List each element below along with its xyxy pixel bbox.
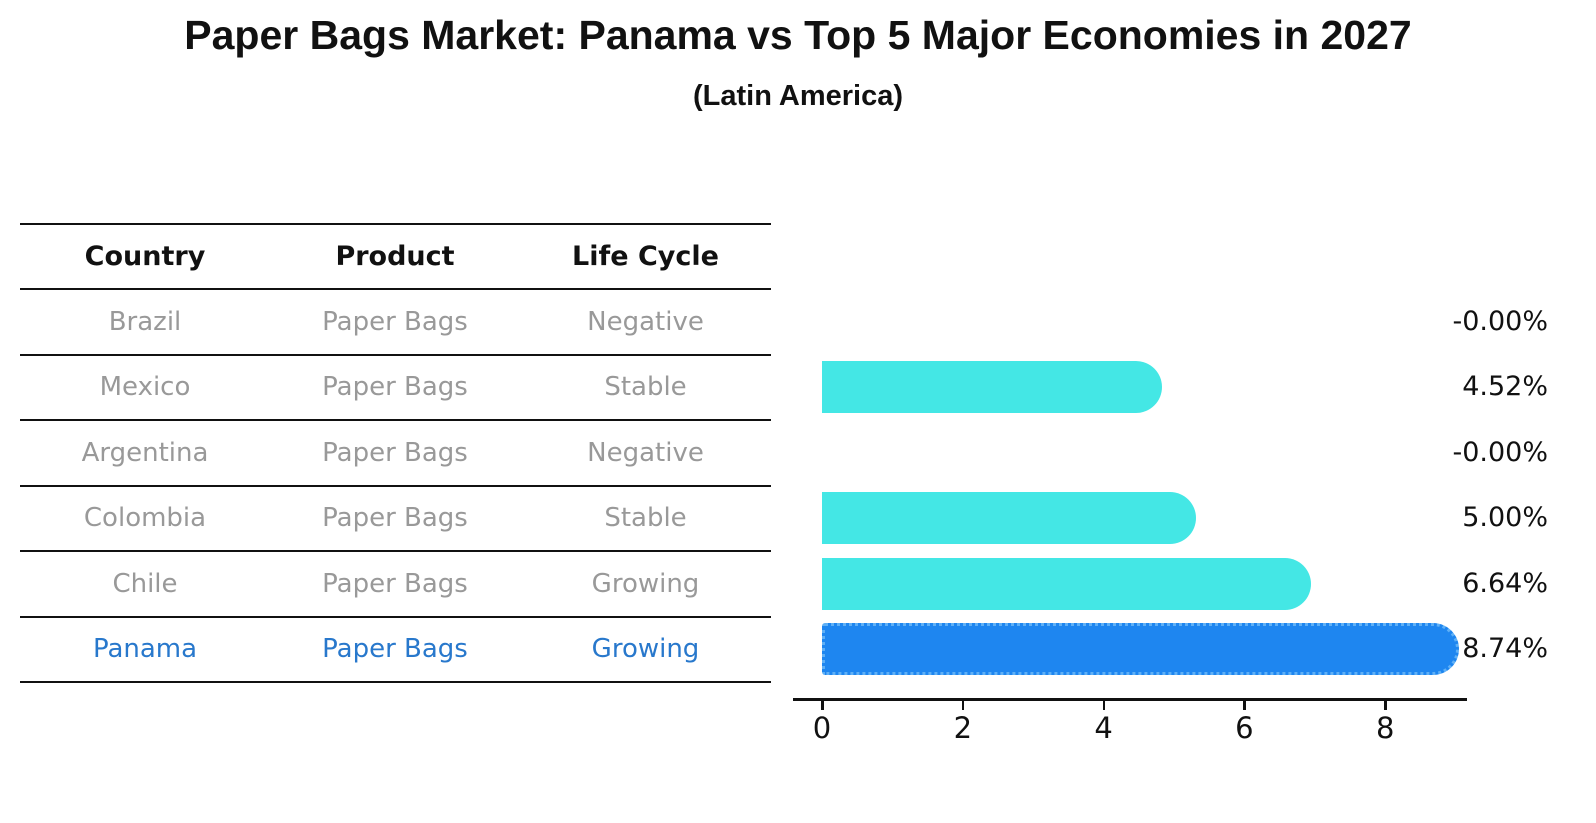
cell-life-cycle: Stable <box>604 372 687 403</box>
bar-colombia <box>822 492 1196 545</box>
x-tick-mark <box>961 699 965 710</box>
header-life-cycle: Life Cycle <box>572 241 719 272</box>
table-row: Mexico Paper Bags Stable <box>20 356 771 421</box>
cell-product: Paper Bags <box>322 437 468 468</box>
cell-product: Paper Bags <box>322 372 468 403</box>
cell-product: Paper Bags <box>322 634 468 665</box>
value-label-argentina: -0.00% <box>1452 436 1548 468</box>
table-body: Brazil Paper Bags Negative Mexico Paper Bags… <box>20 290 771 683</box>
table-header-row: Country Product Life Cycle <box>20 223 771 290</box>
value-label-mexico: 4.52% <box>1462 371 1548 403</box>
table-row: Chile Paper Bags Growing <box>20 552 771 618</box>
bar-highlight-panama <box>822 623 1460 676</box>
cell-country: Mexico <box>99 372 191 403</box>
chart-subtitle: (Latin America) <box>692 80 904 112</box>
bar-chile <box>822 557 1312 610</box>
x-tick-mark <box>1384 699 1387 710</box>
value-label-brazil: -0.00% <box>1452 305 1548 337</box>
value-label-colombia: 5.00% <box>1462 502 1548 534</box>
chart-title: Paper Bags Market: Panama vs Top 5 Major… <box>184 12 1412 58</box>
x-tick-mark <box>1102 699 1106 710</box>
x-tick-label: 4 <box>1094 711 1113 745</box>
country-table: Country Product Life Cycle Brazil Paper B… <box>20 223 771 683</box>
cell-life-cycle: Negative <box>587 306 704 337</box>
value-label-chile: 6.64% <box>1462 567 1548 599</box>
x-tick-label: 6 <box>1235 711 1254 745</box>
x-tick-label: 0 <box>812 711 832 745</box>
cell-country: Brazil <box>108 306 182 337</box>
cell-country: Chile <box>112 568 178 599</box>
header-country: Country <box>84 241 206 272</box>
x-tick-label: 2 <box>953 711 973 745</box>
x-tick-mark <box>821 699 824 710</box>
cell-life-cycle: Growing <box>591 568 700 599</box>
x-tick-label: 8 <box>1375 711 1395 745</box>
table-row-highlighted: Panama Paper Bags Growing <box>20 618 771 683</box>
cell-life-cycle: Stable <box>604 503 687 534</box>
x-tick-mark <box>1243 699 1246 710</box>
x-axis-line <box>793 698 1467 701</box>
cell-country: Colombia <box>83 503 207 534</box>
cell-life-cycle: Growing <box>591 634 700 665</box>
cell-life-cycle: Negative <box>587 437 704 468</box>
cell-product: Paper Bags <box>322 568 468 599</box>
cell-product: Paper Bags <box>322 306 468 337</box>
header-product: Product <box>335 241 455 272</box>
table-row: Brazil Paper Bags Negative <box>20 290 771 356</box>
cell-country: Argentina <box>81 437 209 468</box>
cell-product: Paper Bags <box>322 503 468 534</box>
table-row: Argentina Paper Bags Negative <box>20 421 771 487</box>
value-label-panama: 8.74% <box>1462 633 1548 665</box>
table-row: Colombia Paper Bags Stable <box>20 487 771 552</box>
bar-mexico <box>822 361 1163 414</box>
cell-country: Panama <box>92 634 198 665</box>
